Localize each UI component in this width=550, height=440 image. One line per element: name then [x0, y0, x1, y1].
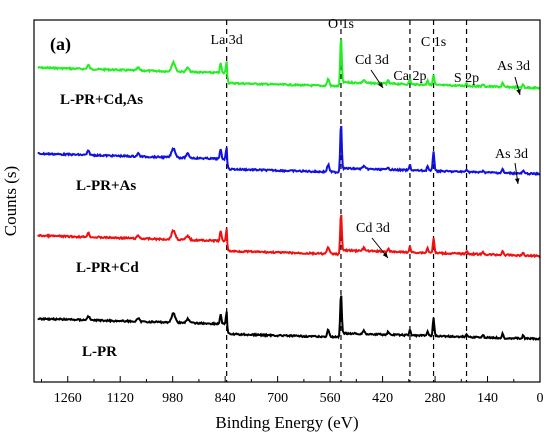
- peak-annotation: Cd 3d: [356, 221, 390, 236]
- y-axis-label: Counts (s): [1, 166, 20, 236]
- spectra: [37, 39, 541, 341]
- x-axis-ticks: 1260 1120 980 840 700 560 420 280 140 0: [40, 376, 544, 406]
- reference-line-label: La 3d: [211, 33, 243, 48]
- x-tick-label: 1120: [106, 391, 133, 406]
- reference-line-label: C 1s: [421, 35, 446, 50]
- reference-line-label: S 2p: [454, 71, 479, 86]
- arrow-head: [516, 89, 521, 95]
- spectrum-line: [37, 295, 541, 341]
- series-label: L-PR: [82, 344, 117, 360]
- x-axis-label: Binding Energy (eV): [215, 413, 358, 432]
- x-tick-label: 700: [267, 391, 288, 406]
- x-tick-label: 0: [537, 391, 544, 406]
- x-tick-label: 1260: [54, 391, 82, 406]
- spectrum-line: [37, 214, 541, 259]
- series-label: L-PR+Cd,As: [60, 92, 143, 108]
- peak-annotation: As 3d: [495, 147, 528, 162]
- arrow-head: [382, 252, 388, 258]
- spectrum-line: [37, 39, 541, 91]
- reference-line-label: O 1s: [328, 17, 354, 32]
- series-label: L-PR+As: [76, 178, 136, 194]
- reference-lines: [226, 20, 468, 382]
- spectrum-line: [37, 125, 541, 177]
- panel-label: (a): [50, 34, 71, 55]
- arrow-head: [514, 178, 520, 184]
- plot-frame: [33, 19, 541, 383]
- x-tick-label: 560: [320, 391, 341, 406]
- reference-line-label: Ca 2p: [393, 69, 426, 84]
- x-tick-label: 140: [477, 391, 498, 406]
- x-tick-label: 420: [372, 391, 393, 406]
- peak-annotation: As 3d: [497, 59, 530, 74]
- peak-annotations: La 3d O 1s Ca 2p C 1s S 2p Cd 3d As 3d As 3d Cd …: [211, 17, 530, 259]
- series-labels: L-PR+Cd,As L-PR+As L-PR+Cd L-PR: [60, 92, 143, 360]
- peak-annotation: Cd 3d: [355, 53, 389, 68]
- arrow-head: [377, 82, 383, 88]
- series-label: L-PR+Cd: [76, 260, 139, 276]
- x-tick-label: 980: [162, 391, 183, 406]
- x-tick-label: 280: [425, 391, 446, 406]
- x-tick-label: 840: [215, 391, 236, 406]
